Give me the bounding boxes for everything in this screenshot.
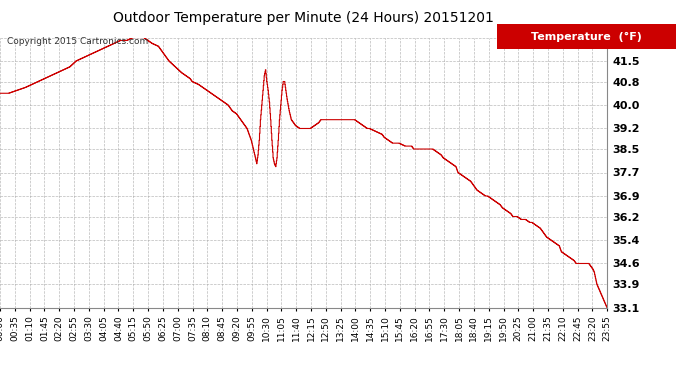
- Text: Temperature  (°F): Temperature (°F): [531, 32, 642, 42]
- Text: Copyright 2015 Cartronics.com: Copyright 2015 Cartronics.com: [7, 38, 148, 46]
- Text: Outdoor Temperature per Minute (24 Hours) 20151201: Outdoor Temperature per Minute (24 Hours…: [113, 11, 494, 25]
